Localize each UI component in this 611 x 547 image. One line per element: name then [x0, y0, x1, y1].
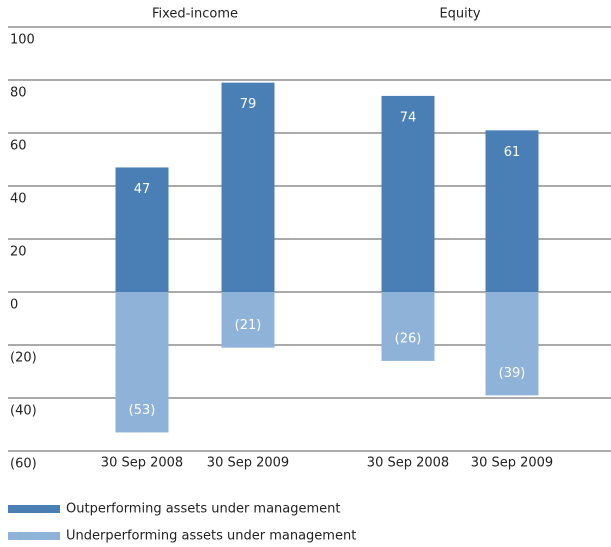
data-label: (39) — [499, 366, 526, 381]
bar — [381, 292, 435, 361]
y-tick-label: 40 — [10, 192, 27, 207]
y-tick-label: 80 — [10, 86, 27, 101]
legend-swatch — [8, 505, 60, 513]
y-tick-label: 100 — [10, 33, 35, 48]
legend-swatch — [8, 532, 60, 540]
data-label: (21) — [235, 318, 262, 333]
y-tick-label: 60 — [10, 139, 27, 154]
y-tick-label: 20 — [10, 245, 27, 260]
group-label: Equity — [439, 7, 480, 22]
y-tick-label: 0 — [10, 298, 18, 313]
x-tick-label: 30 Sep 2009 — [471, 456, 553, 471]
bar — [221, 292, 275, 348]
data-label: 61 — [504, 145, 521, 160]
data-label: 47 — [134, 182, 151, 197]
data-label: 79 — [240, 97, 257, 112]
y-tick-label: (60) — [10, 457, 37, 472]
x-tick-label: 30 Sep 2008 — [101, 456, 183, 471]
legend-label: Underperforming assets under management — [66, 529, 356, 544]
data-label: (26) — [395, 331, 422, 346]
y-tick-label: (40) — [10, 404, 37, 419]
legend-label: Outperforming assets under management — [66, 502, 341, 517]
bar — [221, 82, 275, 293]
data-label: (53) — [129, 403, 156, 418]
data-label: 74 — [400, 110, 417, 125]
x-tick-label: 30 Sep 2008 — [367, 456, 449, 471]
bar — [485, 292, 539, 396]
bar — [381, 95, 435, 293]
x-tick-label: 30 Sep 2009 — [207, 456, 289, 471]
bar — [485, 130, 539, 292]
y-tick-label: (20) — [10, 351, 37, 366]
bar — [115, 167, 169, 292]
group-label: Fixed-income — [152, 7, 238, 22]
bar — [115, 292, 169, 433]
